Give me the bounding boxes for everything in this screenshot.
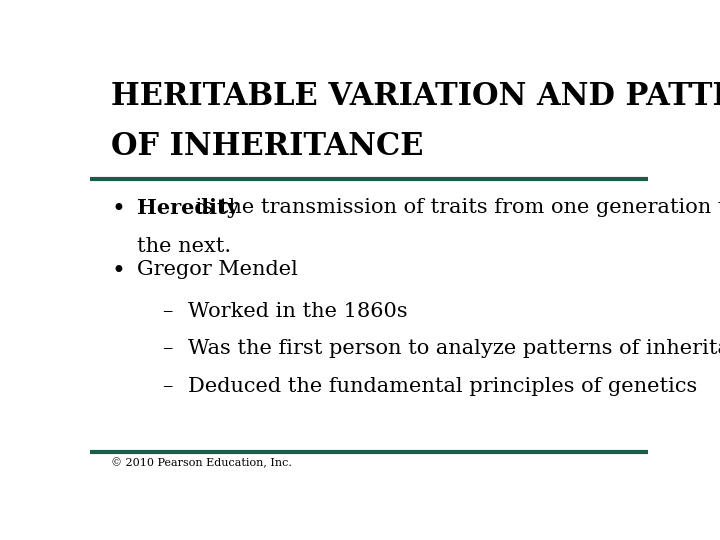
Text: Was the first person to analyze patterns of inheritance: Was the first person to analyze patterns… [188,339,720,358]
Text: –: – [163,302,173,321]
Text: the next.: the next. [138,238,232,256]
Text: Worked in the 1860s: Worked in the 1860s [188,302,408,321]
Text: •: • [111,198,125,221]
Text: HERITABLE VARIATION AND PATTERNS: HERITABLE VARIATION AND PATTERNS [111,82,720,112]
Text: Deduced the fundamental principles of genetics: Deduced the fundamental principles of ge… [188,377,697,396]
Text: OF INHERITANCE: OF INHERITANCE [111,131,423,163]
Text: © 2010 Pearson Education, Inc.: © 2010 Pearson Education, Inc. [111,458,292,468]
Text: is the transmission of traits from one generation to: is the transmission of traits from one g… [189,198,720,217]
Text: Gregor Mendel: Gregor Mendel [138,260,298,279]
Text: Heredity: Heredity [138,198,239,218]
Text: •: • [111,260,125,283]
Text: –: – [163,339,173,358]
Text: –: – [163,377,173,396]
